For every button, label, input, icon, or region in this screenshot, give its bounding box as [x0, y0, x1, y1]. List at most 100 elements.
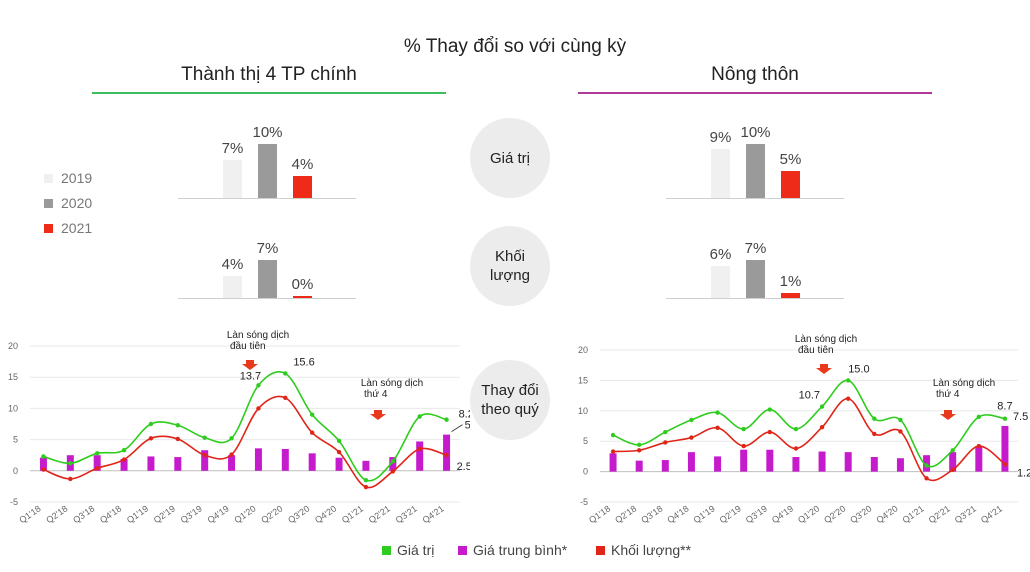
x-tick-label: Q3'21 [953, 503, 978, 525]
annotation-arrow-icon [242, 360, 258, 370]
metric-circle-volume: Khối lượng [470, 226, 550, 306]
avg-price-bar [870, 457, 878, 472]
series-point [741, 443, 746, 449]
metric-label-volume-line2: lượng [490, 267, 530, 284]
metric-label-quarterly-line1: Thay đổi [481, 382, 539, 399]
quarterly-chart-rural: 20 15 10 5 0 -5Q1'18 Q2'18 Q3'18 Q4'18 Q1'19 Q2'19… [578, 334, 1030, 525]
x-tick-label: Q1'18 [587, 503, 612, 525]
point-value-label: 2.5 [457, 461, 470, 473]
section-title-rural: Nông thôn [711, 64, 799, 85]
point-value-label: 15.0 [848, 363, 869, 375]
series-point [202, 435, 207, 440]
series-point [41, 454, 46, 459]
bottom-legend-swatch-avgprice [458, 545, 467, 555]
avg-price-bar [389, 457, 397, 471]
x-tick-label: Q2'20 [259, 503, 284, 525]
avg-price-bar [281, 448, 289, 471]
bar-value-label: 4% [221, 256, 244, 274]
point-value-label: 8.7 [997, 401, 1012, 413]
bar-value-label: 9% [709, 129, 732, 147]
series-point [256, 406, 261, 411]
annotation-line2: thứ 4 [364, 389, 388, 400]
x-tick-label: Q2'19 [718, 503, 743, 525]
legend-item-2021: 2021 [44, 220, 92, 236]
x-tick-label: Q3'19 [179, 503, 204, 525]
bar-value-label: 10% [740, 124, 771, 141]
metric-label-value: Giá trị [489, 149, 530, 167]
series-point [283, 371, 288, 376]
legend-swatch-2021 [44, 223, 53, 233]
series-line-value [612, 379, 1006, 468]
series-point [121, 457, 127, 462]
y-tick-label: -5 [10, 497, 18, 507]
avg-price-bar [661, 460, 669, 472]
x-tick-label: Q4'18 [98, 503, 123, 525]
bar-value-label: 7% [256, 240, 279, 258]
series-point [41, 467, 46, 472]
quarterly-chart-urban: 20 15 10 5 0 -5Q1'18 Q2'18 Q3'18 Q4'18 Q1'19 Q2'19… [8, 330, 470, 525]
bottom-legend-swatch-volume [596, 545, 605, 555]
series-point [636, 442, 642, 448]
series-point [767, 429, 773, 435]
series-point [950, 448, 955, 453]
x-tick-label: Q2'18 [613, 503, 638, 525]
series-point [94, 466, 100, 471]
avg-price-bar [416, 441, 424, 471]
series-point [610, 449, 616, 454]
avg-price-bar [975, 446, 983, 472]
series-point [336, 438, 342, 444]
avg-price-bar [228, 455, 236, 471]
metric-label-volume-line1: Khối [494, 248, 526, 265]
bar-value-label: 7% [221, 140, 244, 158]
x-tick-label: Q4'19 [770, 503, 795, 525]
series-point [68, 461, 73, 466]
x-tick-label: Q1'19 [125, 503, 150, 525]
series-point [845, 396, 851, 401]
avg-price-bar [308, 453, 316, 471]
bar-value-label: 6% [709, 245, 732, 263]
bar-2021 [781, 292, 800, 298]
annotation-line2: đầu tiên [798, 344, 834, 356]
avg-price-bar [844, 452, 852, 472]
x-tick-label: Q1'18 [17, 503, 42, 525]
point-value-label: 10.7 [799, 390, 820, 402]
legend-label-2019: 2019 [61, 170, 93, 186]
bar-2019 [711, 149, 730, 198]
series-point [741, 426, 746, 432]
bar-value-label: 10% [252, 124, 283, 141]
section-title-urban: Thành thị 4 TP chính [181, 64, 357, 85]
point-value-label: 13.7 [240, 370, 261, 382]
series-point [336, 449, 342, 455]
series-point [950, 467, 955, 472]
section-underline-urban [92, 92, 446, 94]
series-point [256, 383, 261, 388]
annotation-arrow-icon [370, 410, 386, 420]
series-point [976, 414, 982, 420]
bar-value-label: 4% [291, 156, 314, 174]
bar-value-label: 1% [779, 272, 802, 290]
series-point [924, 476, 929, 481]
series-point [417, 414, 422, 419]
bar-chart-baseline [178, 198, 356, 199]
annotation-line2: thứ 4 [936, 389, 960, 400]
avg-price-bar [687, 452, 695, 472]
y-tick-label: 10 [8, 403, 18, 413]
bar-2020 [746, 144, 765, 198]
series-point [715, 410, 720, 415]
series-point [68, 476, 73, 482]
x-tick-label: Q1'20 [796, 503, 821, 525]
bar-value-label: 5% [779, 151, 802, 168]
series-point [819, 404, 825, 409]
y-tick-label: 0 [583, 467, 588, 477]
series-point [767, 407, 773, 412]
avg-price-bar [120, 458, 128, 471]
series-point [175, 423, 181, 428]
bar-2020 [258, 144, 277, 198]
x-tick-label: Q4'21 [421, 503, 446, 525]
series-point [121, 448, 127, 453]
series-point [689, 435, 694, 440]
metric-circle-quarterly: Thay đổi theo quý [470, 360, 550, 440]
annotation-arrow-icon [816, 364, 832, 374]
series-point [689, 417, 694, 423]
x-tick-label: Q1'21 [901, 503, 926, 525]
